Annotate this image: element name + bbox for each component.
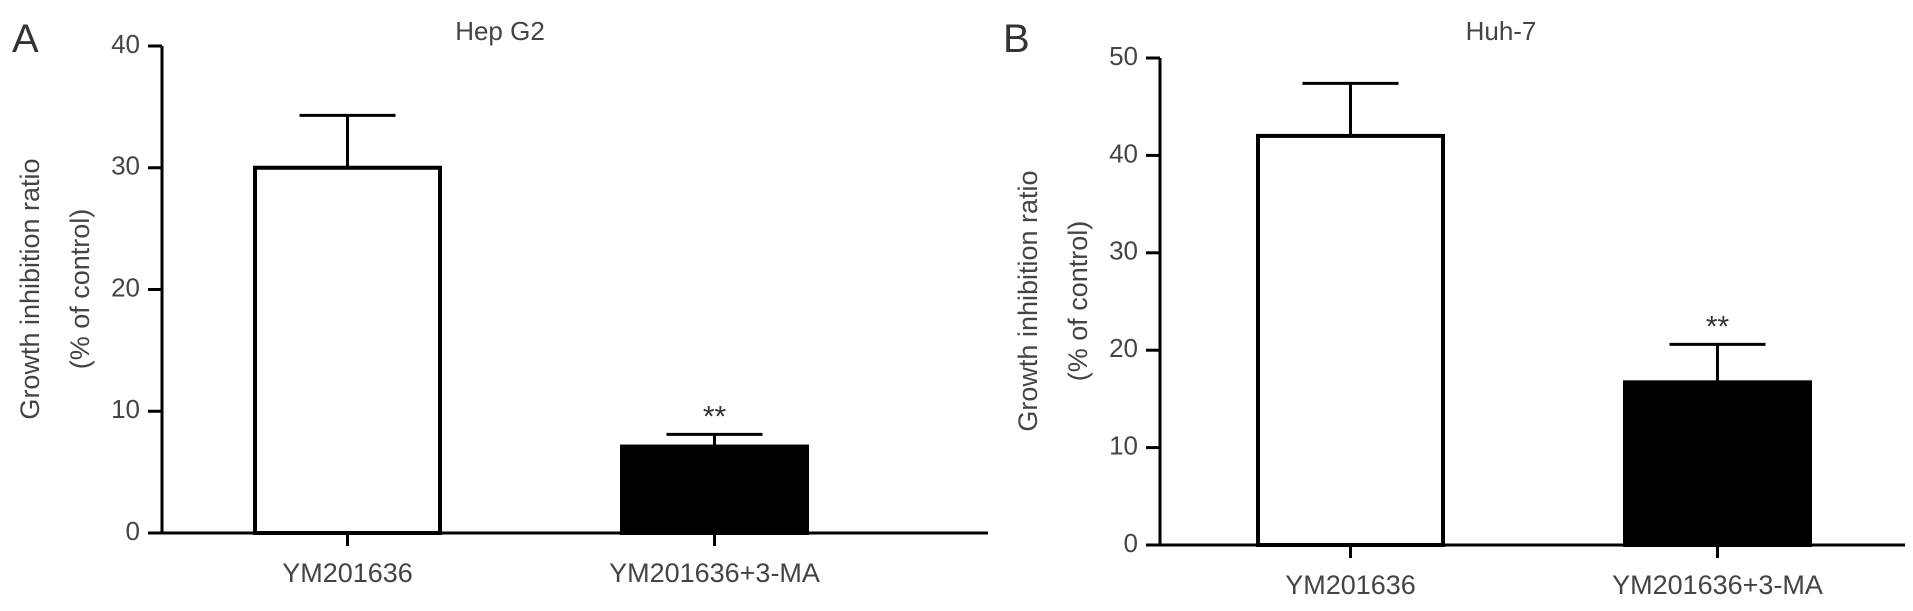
y-axis-label-sub: (% of control) <box>1063 221 1093 382</box>
bar <box>253 165 442 535</box>
y-tick-label: 20 <box>1109 333 1138 363</box>
bar <box>1623 380 1812 548</box>
y-axis-label: Growth inhibition ratio <box>15 158 45 419</box>
y-axis-label-sub: (% of control) <box>65 209 95 370</box>
panel-label: A <box>12 17 39 61</box>
y-tick-label: 10 <box>1109 430 1138 460</box>
x-tick-label: YM201636+3-MA <box>609 558 820 588</box>
y-tick-label: 0 <box>1124 528 1138 558</box>
chart-title: Hep G2 <box>455 16 545 46</box>
x-tick-label: YM201636 <box>282 558 413 588</box>
chart-title: Huh-7 <box>1466 16 1537 46</box>
x-tick-label: YM201636+3-MA <box>1612 570 1823 600</box>
y-tick-label: 40 <box>111 29 140 59</box>
bar <box>1256 133 1445 547</box>
y-axis-label: Growth inhibition ratio <box>1013 170 1043 431</box>
significance-label: ** <box>1706 310 1730 343</box>
y-tick-label: 40 <box>1109 138 1138 168</box>
significance-label: ** <box>703 400 727 433</box>
chart-panel-b: B Huh-7 Growth inhibition ratio (% of contr… <box>1003 16 1905 600</box>
y-tick-label: 30 <box>111 151 140 181</box>
y-tick-label: 0 <box>126 516 140 546</box>
y-tick-label: 10 <box>111 394 140 424</box>
y-tick-label: 20 <box>111 272 140 302</box>
bar <box>620 444 809 535</box>
panel-label: B <box>1003 17 1030 61</box>
chart-panel-a: A Hep G2 Growth inhibition ratio (% of cont… <box>12 16 988 588</box>
x-tick-label: YM201636 <box>1285 570 1416 600</box>
y-tick-label: 30 <box>1109 236 1138 266</box>
y-tick-label: 50 <box>1109 41 1138 71</box>
